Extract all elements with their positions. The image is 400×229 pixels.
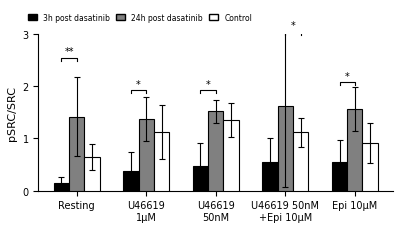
Bar (262, 162, 278, 191)
Legend: 3h post dasatinib, 24h post dasatinib, Control: 3h post dasatinib, 24h post dasatinib, C… (24, 11, 255, 26)
Bar (208, 112, 224, 191)
Bar (332, 162, 347, 191)
Text: *: * (206, 79, 210, 90)
Text: **: ** (64, 47, 74, 57)
Bar (362, 143, 378, 191)
Bar (123, 172, 138, 191)
Bar (54, 183, 69, 191)
Bar (224, 121, 239, 191)
Text: *: * (345, 72, 350, 82)
Bar (84, 157, 100, 191)
Bar (138, 120, 154, 191)
Bar (347, 109, 362, 191)
Bar (69, 117, 84, 191)
Text: *: * (290, 21, 295, 31)
Bar (154, 133, 169, 191)
Bar (193, 166, 208, 191)
Bar (278, 107, 293, 191)
Bar (293, 133, 308, 191)
Y-axis label: pSRC/SRC: pSRC/SRC (7, 85, 17, 140)
Text: *: * (136, 79, 141, 90)
